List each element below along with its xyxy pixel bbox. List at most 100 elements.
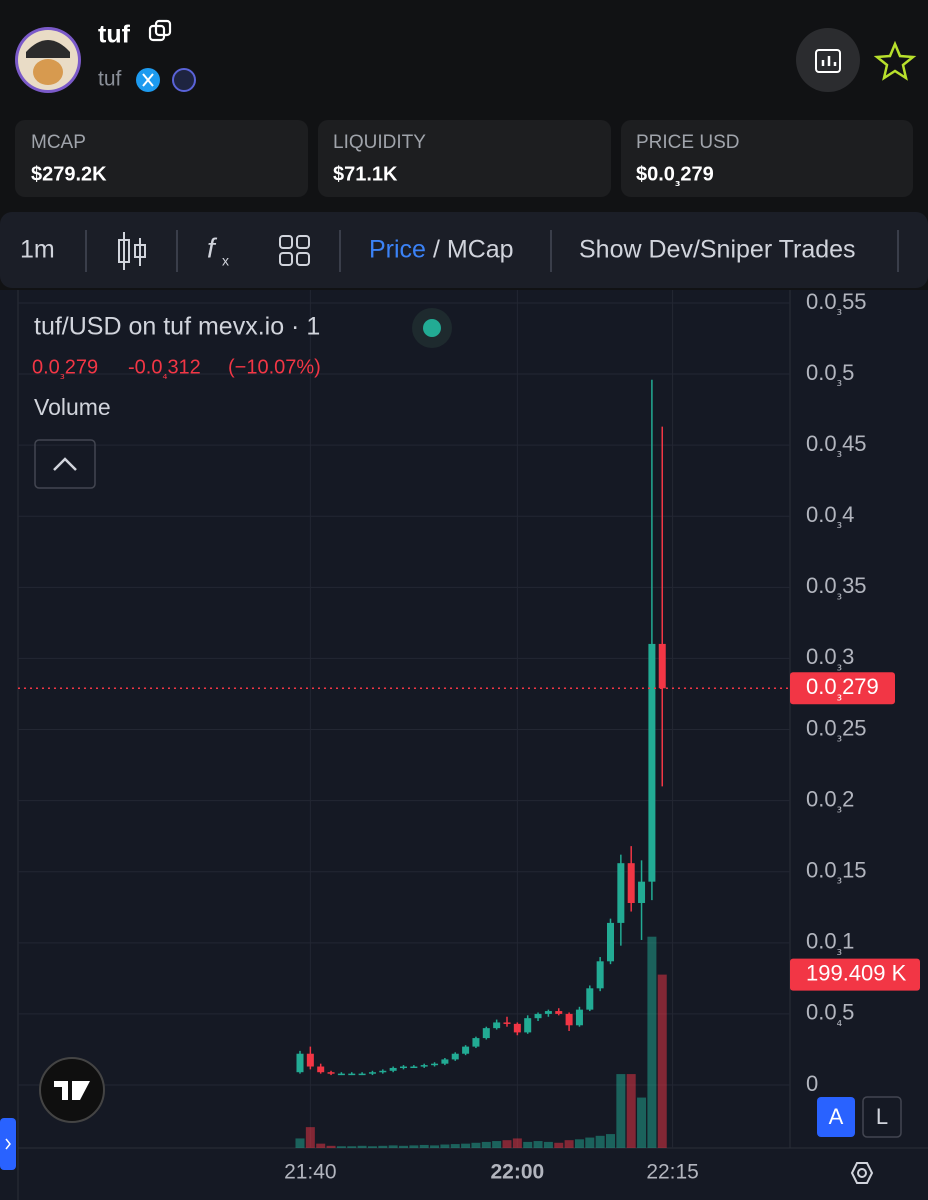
stat-label: LIQUIDITY (333, 132, 426, 153)
axes: 00.0₄50.0₃10.0₃150.0₃20.0₃250.0₃30.0₃350… (18, 289, 920, 1184)
stat-card (621, 120, 913, 197)
volume-bar (367, 1146, 377, 1148)
candle-body (451, 1053, 459, 1060)
volume-bar (388, 1145, 398, 1148)
candle-body (389, 1067, 397, 1071)
add-chart-icon (815, 49, 841, 73)
candle-body (607, 922, 614, 962)
toolbar (0, 212, 928, 288)
candle-body (431, 1063, 439, 1066)
x-glyph (142, 73, 154, 87)
volume-bar (347, 1146, 357, 1148)
stat-label: MCAP (31, 132, 86, 153)
volume-bar (637, 1097, 647, 1148)
auto-scale-label: A (829, 1104, 844, 1129)
raydium-badge[interactable] (172, 68, 196, 92)
volume-bar (564, 1140, 574, 1148)
volume-bar (399, 1145, 408, 1148)
volume-bar (295, 1138, 305, 1148)
indicators-button[interactable]: f (207, 232, 218, 263)
log-scale-label: L (876, 1104, 888, 1129)
token-handle: tuf (98, 68, 122, 91)
candle-body (441, 1059, 449, 1064)
volume-bar (657, 974, 667, 1148)
volume-bar (316, 1143, 326, 1148)
volume-bar (440, 1144, 450, 1148)
volume-bar (502, 1140, 512, 1148)
volume-bar (357, 1145, 367, 1148)
candle-body (379, 1070, 387, 1073)
token-name: tuf (98, 21, 131, 49)
volume-bar (543, 1141, 553, 1148)
layout-button[interactable] (279, 235, 310, 266)
interval-button[interactable]: 1m (20, 236, 55, 264)
candle-body (368, 1072, 376, 1074)
candle-body (348, 1073, 356, 1076)
copy-icon-back (154, 19, 172, 37)
legend-change-pct: (−10.07%) (228, 356, 321, 378)
legend-title: tuf/USD on tuf mevx.io · 1 (34, 313, 320, 341)
collapse-icon (53, 457, 77, 471)
last-volume-label: 199.409 K (806, 960, 907, 985)
grid (18, 290, 790, 1148)
candle-body (617, 863, 625, 923)
volume-pane (295, 936, 667, 1148)
candle-body (296, 1053, 304, 1073)
candle-body (317, 1066, 325, 1073)
log-scale-button[interactable] (862, 1096, 902, 1138)
volume-bar (626, 1074, 636, 1148)
indicators-glyph: x (222, 253, 229, 269)
volume-bar (481, 1141, 491, 1148)
stat-value: $0.0₃279 (636, 163, 714, 189)
stat-value: $71.1K (333, 163, 398, 185)
stat-label: PRICE USD (636, 132, 739, 153)
collapse-button[interactable] (34, 439, 96, 489)
auto-scale-button[interactable] (817, 1097, 855, 1137)
status-indicator (423, 319, 441, 337)
chart-area (0, 290, 928, 1200)
candle-body (503, 1022, 511, 1024)
candle-body (544, 1011, 552, 1014)
volume-bar (554, 1142, 564, 1148)
volume-bar (523, 1141, 533, 1148)
x-tick-label: 22:00 (490, 1161, 544, 1184)
volume-bar (595, 1135, 605, 1148)
mcap-toggle[interactable]: / MCap (433, 236, 514, 264)
favorite-star[interactable] (873, 40, 917, 81)
candle-body (462, 1046, 470, 1054)
candle-body (327, 1072, 335, 1074)
last-volume-tag (790, 958, 920, 991)
y-tick-label: 0 (806, 1071, 818, 1096)
settings-icon (857, 1168, 867, 1178)
candle-body (627, 863, 635, 903)
candle-body (555, 1011, 563, 1014)
volume-bar (492, 1141, 502, 1148)
volume-bar (336, 1146, 346, 1148)
stat-value: $279.2K (31, 163, 107, 185)
volume-bar (574, 1139, 584, 1148)
last-price-tag (790, 672, 895, 705)
settings-button[interactable] (850, 1162, 874, 1184)
dev-trades-toggle[interactable]: Show Dev/Sniper Trades (579, 236, 856, 264)
price-toggle[interactable]: Price (369, 236, 426, 264)
candle-type-button[interactable] (118, 232, 146, 270)
candle-body (400, 1066, 407, 1069)
volume-bar (305, 1127, 315, 1148)
tradingview-glyph (54, 1081, 90, 1100)
volume-bar (461, 1143, 471, 1148)
volume-bar (647, 936, 657, 1148)
candle-body (565, 1013, 573, 1026)
volume-bar (585, 1137, 595, 1148)
candle-body (337, 1073, 345, 1076)
candle-body (493, 1022, 501, 1029)
candle-body (410, 1066, 418, 1069)
volume-bar (471, 1142, 481, 1148)
candle-body (472, 1038, 480, 1047)
side-panel-arrow (5, 1138, 11, 1150)
volume-bar (616, 1074, 626, 1148)
volume-bar (378, 1145, 388, 1148)
candle-body (638, 881, 646, 903)
candle-body (482, 1028, 490, 1039)
side-panel-tab[interactable] (0, 1118, 16, 1170)
